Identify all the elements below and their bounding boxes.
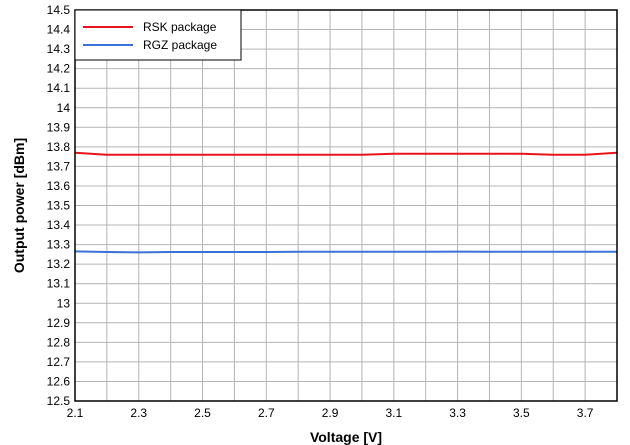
- y-tick-label: 13.7: [47, 159, 71, 173]
- x-tick-label: 2.1: [67, 406, 84, 420]
- x-tick-label: 3.5: [513, 406, 530, 420]
- series-line: [74, 250, 617, 254]
- legend-label: RSK package: [143, 20, 217, 34]
- y-tick-label: 14.5: [47, 3, 71, 17]
- y-tick-label: 12.6: [47, 374, 71, 388]
- y-tick-label: 12.5: [47, 394, 71, 408]
- x-axis-ticks: 2.1 2.3 2.5 2.7 2.9 3.1 3.3 3.5 3.7: [67, 406, 594, 420]
- x-tick-label: 3.1: [385, 406, 402, 420]
- grid: [75, 10, 617, 401]
- y-tick-label: 12.8: [47, 335, 71, 349]
- y-tick-label: 14: [57, 101, 71, 115]
- y-tick-label: 13.8: [47, 140, 71, 154]
- y-tick-label: 14.2: [47, 62, 71, 76]
- y-tick-label: 13.3: [47, 238, 71, 252]
- legend-box: [74, 9, 242, 61]
- series-line: [74, 151, 618, 156]
- x-tick-label: 2.7: [258, 406, 275, 420]
- y-tick-label: 13: [57, 296, 71, 310]
- y-tick-label: 14.4: [47, 23, 71, 37]
- x-axis-title: Voltage [V]: [310, 429, 382, 445]
- y-tick-label: 13.6: [47, 179, 71, 193]
- y-tick-label: 12.7: [47, 355, 71, 369]
- y-tick-label: 13.9: [47, 120, 71, 134]
- x-tick-label: 2.5: [194, 406, 211, 420]
- y-tick-label: 13.1: [47, 277, 71, 291]
- y-tick-label: 13.5: [47, 199, 71, 213]
- y-tick-label: 14.1: [47, 81, 71, 95]
- y-tick-label: 12.9: [47, 316, 71, 330]
- legend: RSK package RGZ package: [74, 9, 242, 61]
- y-tick-label: 13.2: [47, 257, 71, 271]
- x-tick-label: 2.9: [322, 406, 339, 420]
- legend-label: RGZ package: [143, 38, 217, 52]
- series-lines: [74, 151, 618, 254]
- x-tick-label: 3.7: [577, 406, 594, 420]
- y-tick-label: 13.4: [47, 218, 71, 232]
- plot-frame: [74, 9, 618, 402]
- x-tick-label: 3.3: [449, 406, 466, 420]
- y-axis-ticks: 12.5 12.6 12.7 12.8 12.9 13 13.1 13.2 13.3 13.4 13…: [47, 3, 71, 408]
- y-axis-title: Output power [dBm]: [11, 138, 27, 273]
- y-tick-label: 14.3: [47, 42, 71, 56]
- x-tick-label: 2.3: [130, 406, 147, 420]
